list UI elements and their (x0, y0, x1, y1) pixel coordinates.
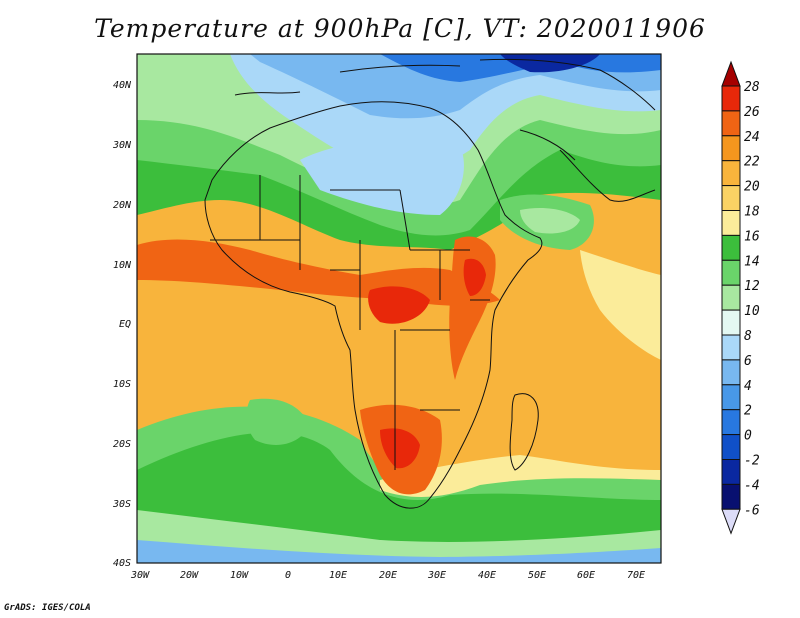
colorbar-cap-bottom (721, 508, 741, 535)
colorbar-label: 4 (744, 379, 752, 394)
colorbar-label: 8 (744, 329, 752, 344)
colorbar-label: 12 (744, 279, 760, 294)
colorbar-swatch (721, 284, 741, 311)
x-tick-label: 20E (379, 570, 397, 581)
colorbar-swatch (721, 135, 741, 162)
colorbar-label: -2 (744, 454, 760, 469)
colorbar-label: -6 (744, 503, 760, 518)
y-tick-label: 40S (113, 558, 131, 569)
coastlines (204, 58, 656, 509)
x-tick-label: 0 (285, 570, 291, 581)
colorbar-cap-top (721, 60, 741, 87)
colorbar-swatch (721, 334, 741, 361)
x-axis: 30W 20W 10W 0 10E 20E 30E 40E 50E 60E 70… (130, 570, 645, 581)
colorbar-swatch (721, 160, 741, 187)
credit-text: GrADS: IGES/COLA (4, 603, 91, 613)
page-title: Temperature at 900hPa [C], VT: 202001190… (94, 14, 706, 43)
colorbar-swatch (721, 185, 741, 212)
colorbar-label: 14 (744, 254, 760, 269)
colorbar-label: 22 (744, 155, 760, 170)
y-tick-label: 10N (113, 260, 132, 271)
colorbar-swatch (721, 85, 741, 112)
colorbar-swatch (721, 459, 741, 485)
y-tick-label: 20N (113, 200, 132, 211)
y-tick-label: 20S (113, 439, 131, 450)
x-tick-label: 10W (230, 570, 249, 581)
colorbar-swatch (721, 434, 741, 461)
x-tick-label: 50E (528, 570, 546, 581)
colorbar-label: 10 (744, 304, 760, 319)
colorbar-label: 20 (744, 180, 760, 195)
x-tick-label: 40E (478, 570, 496, 581)
colorbar-label: 28 (744, 80, 760, 95)
x-tick-label: 30W (130, 570, 150, 581)
colorbar-label: 18 (744, 205, 760, 220)
colorbar-swatch (721, 110, 741, 137)
colorbar-label: 0 (744, 429, 752, 444)
y-tick-label: 30N (112, 140, 132, 151)
y-tick-label: 30S (112, 499, 131, 510)
x-tick-label: 70E (627, 570, 645, 581)
colorbar-swatch (721, 259, 741, 286)
colorbar-swatch (721, 234, 741, 261)
colorbar-label: 6 (744, 354, 752, 369)
colorbar-swatch (721, 309, 741, 336)
colorbar-swatch (721, 483, 741, 510)
y-tick-label: EQ (119, 319, 131, 330)
colorbar-label: 24 (744, 130, 760, 145)
colorbar-swatch (721, 359, 741, 386)
x-tick-label: 60E (577, 570, 595, 581)
x-tick-label: 20W (180, 570, 199, 581)
x-tick-label: 10E (329, 570, 347, 581)
colorbar-label: 26 (744, 105, 760, 120)
temperature-field (137, 54, 661, 563)
colorbar-swatch (721, 384, 741, 411)
y-axis: 40N 30N 20N 10N EQ 10S 20S 30S 40S (112, 80, 132, 569)
y-tick-label: 10S (113, 379, 131, 390)
colorbar-swatch (721, 210, 741, 236)
colorbar-label: -4 (744, 478, 760, 493)
x-tick-label: 30E (427, 570, 446, 581)
colorbar-swatch (721, 409, 741, 436)
colorbar-label: 16 (744, 229, 760, 244)
colorbar-label: 2 (744, 404, 752, 419)
y-tick-label: 40N (113, 80, 132, 91)
